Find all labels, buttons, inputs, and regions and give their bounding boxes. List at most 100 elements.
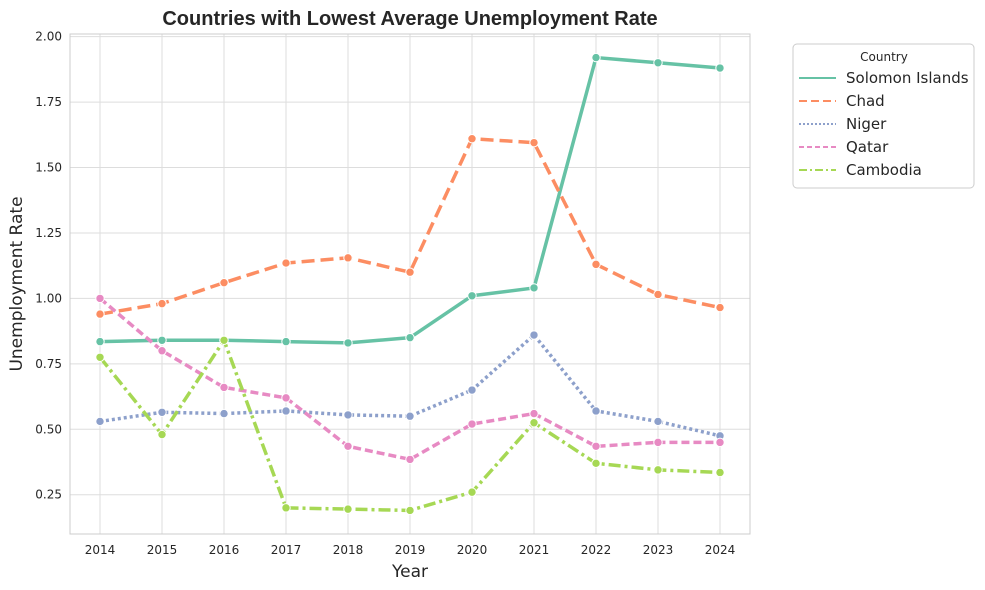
data-point <box>653 58 663 68</box>
data-point <box>219 335 229 345</box>
data-point <box>467 134 477 144</box>
data-point <box>219 408 229 419</box>
data-point <box>281 336 291 347</box>
data-point <box>529 283 539 293</box>
series-line <box>99 333 721 438</box>
data-point <box>157 429 167 440</box>
data-point <box>343 338 353 348</box>
legend-label: Cambodia <box>846 161 922 179</box>
data-point <box>343 253 353 263</box>
legend-items: Solomon Islands Chad Niger Qatar Cambodia <box>799 69 969 179</box>
data-point <box>591 259 601 270</box>
y-tick-label: 1.25 <box>35 226 62 240</box>
data-point <box>715 437 725 448</box>
data-point <box>95 336 105 347</box>
data-point <box>529 330 539 340</box>
x-tick-label: 2015 <box>147 543 178 557</box>
x-axis-title: Year <box>391 562 428 582</box>
x-tick-label: 2019 <box>395 543 426 557</box>
x-tick-label: 2018 <box>333 543 364 557</box>
y-tick-label: 1.50 <box>35 161 62 175</box>
legend-box <box>792 43 975 189</box>
x-tick-label: 2020 <box>457 543 488 557</box>
data-point <box>591 406 601 416</box>
legend-item: Cambodia <box>799 161 922 179</box>
data-point <box>653 289 663 300</box>
x-tick-label: 2017 <box>271 543 302 557</box>
data-point <box>95 416 105 427</box>
data-point <box>467 419 477 429</box>
data-point <box>653 437 663 448</box>
legend-item: Chad <box>799 92 885 110</box>
legend-title: Country <box>860 50 908 64</box>
data-point <box>343 410 353 420</box>
y-tick-label: 0.75 <box>35 357 62 371</box>
data-point <box>405 332 415 343</box>
data-point <box>281 503 291 513</box>
legend-item: Solomon Islands <box>799 69 969 87</box>
data-point <box>157 298 167 309</box>
data-point <box>157 335 167 345</box>
legend-label: Qatar <box>846 138 889 156</box>
legend-label: Niger <box>846 115 887 133</box>
series-layer <box>95 52 725 516</box>
y-axis-title: Unemployment Rate <box>7 196 27 371</box>
data-point <box>653 416 663 427</box>
y-tick-label: 1.75 <box>35 95 62 109</box>
data-point <box>715 467 725 478</box>
data-point <box>467 385 477 395</box>
data-point <box>405 267 415 277</box>
data-point <box>529 137 539 148</box>
data-point <box>219 382 229 393</box>
data-point <box>591 441 601 452</box>
data-point <box>529 408 539 419</box>
data-point <box>157 346 167 356</box>
series-niger <box>95 330 725 441</box>
data-point <box>591 52 601 63</box>
x-tick-label: 2022 <box>581 543 612 557</box>
legend-item: Qatar <box>799 138 889 156</box>
data-point <box>343 441 353 452</box>
x-axis-ticks: 2014 2015 2016 2017 2018 2019 2020 2021 2022 2023… <box>85 543 736 557</box>
legend-item: Niger <box>799 115 887 133</box>
data-point <box>405 505 415 516</box>
data-point <box>467 487 477 497</box>
y-tick-label: 0.50 <box>35 422 62 436</box>
data-point <box>653 465 663 475</box>
data-point <box>343 504 353 514</box>
data-point <box>405 411 415 421</box>
legend-label: Solomon Islands <box>846 69 969 87</box>
series-qatar <box>95 293 725 465</box>
data-point <box>95 293 105 304</box>
series-line <box>98 297 720 462</box>
x-tick-label: 2023 <box>643 543 674 557</box>
data-point <box>715 302 725 313</box>
y-tick-label: 0.25 <box>35 488 62 502</box>
data-point <box>281 258 291 268</box>
data-point <box>591 458 601 469</box>
data-point <box>95 309 105 319</box>
data-point <box>95 352 105 362</box>
y-tick-label: 2.00 <box>35 30 62 44</box>
series-line <box>99 136 721 316</box>
data-point <box>405 454 415 465</box>
data-point <box>467 291 477 301</box>
x-tick-label: 2014 <box>85 543 116 557</box>
data-point <box>529 418 539 428</box>
data-point <box>219 277 229 288</box>
data-point <box>281 406 291 416</box>
chart-title: Countries with Lowest Average Unemployme… <box>162 8 657 30</box>
x-tick-label: 2021 <box>519 543 550 557</box>
data-point <box>281 393 291 403</box>
data-point <box>157 407 167 417</box>
legend-label: Chad <box>846 92 885 110</box>
legend: Country Solomon Islands Chad Niger Qatar Cam… <box>792 43 975 189</box>
x-tick-label: 2024 <box>705 543 736 557</box>
data-point <box>715 63 725 73</box>
x-tick-label: 2016 <box>209 543 240 557</box>
series-cambodia <box>95 335 725 516</box>
y-tick-label: 1.00 <box>35 291 62 305</box>
series-chad <box>95 134 725 319</box>
grid <box>70 34 750 534</box>
